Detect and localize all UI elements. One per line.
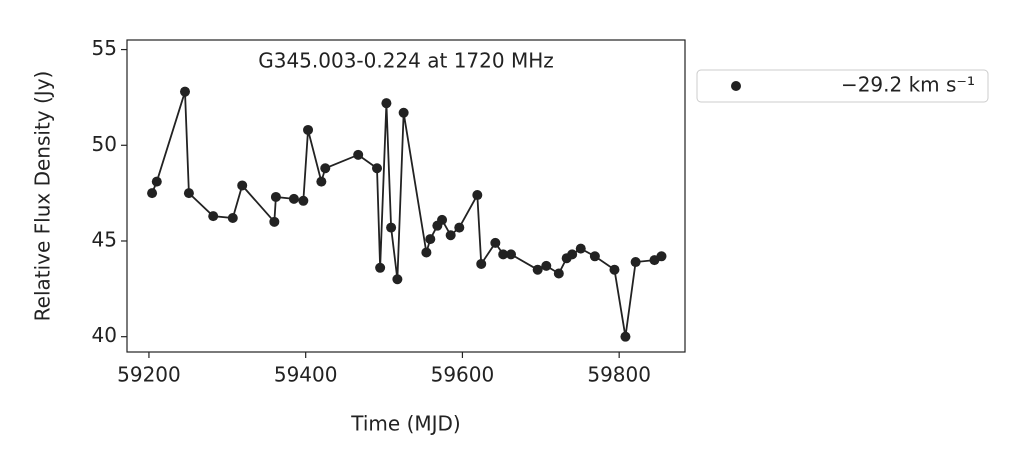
data-point [421, 247, 432, 258]
data-point [445, 230, 456, 241]
data-point [386, 222, 397, 233]
data-point [227, 213, 238, 224]
chart-title: G345.003-0.224 at 1720 MHz [258, 49, 554, 73]
x-tick-label: 59200 [117, 363, 181, 387]
data-point [425, 234, 436, 245]
data-point [609, 264, 620, 275]
data-point [567, 249, 578, 260]
data-point [630, 257, 641, 268]
data-point [269, 216, 280, 227]
data-point [553, 268, 564, 279]
data-point [372, 163, 383, 174]
data-point [472, 190, 483, 201]
legend-box [696, 69, 989, 103]
data-point [381, 98, 392, 109]
data-point [353, 149, 364, 160]
series-line [151, 91, 662, 337]
data-point [179, 86, 190, 97]
data-point [147, 188, 158, 199]
data-point [620, 331, 631, 342]
data-point [656, 251, 667, 262]
data-point [208, 211, 219, 222]
x-tick-label: 59600 [431, 363, 495, 387]
data-point [392, 274, 403, 285]
data-point [532, 264, 543, 275]
data-point [437, 214, 448, 225]
data-point [375, 262, 386, 273]
y-tick-label: 50 [92, 132, 117, 156]
data-point [575, 243, 586, 254]
data-point [541, 260, 552, 271]
data-point [454, 222, 465, 233]
data-point [398, 107, 409, 118]
y-tick-label: 55 [92, 36, 117, 60]
data-point [490, 237, 501, 248]
legend-label: −29.2 km s⁻¹ [841, 73, 975, 97]
x-axis-label: Time (MJD) [350, 412, 460, 436]
data-point [320, 163, 331, 174]
x-tick-label: 59400 [274, 363, 338, 387]
legend-marker [731, 81, 741, 91]
data-point [288, 193, 299, 204]
data-point [316, 176, 327, 187]
data-point [183, 188, 194, 199]
data-point [151, 176, 162, 187]
plot-frame [126, 39, 686, 353]
y-tick-label: 40 [92, 323, 117, 347]
data-point [476, 258, 487, 269]
data-point [298, 195, 309, 206]
y-axis-label: Relative Flux Density (Jy) [31, 71, 55, 322]
x-tick-label: 59800 [587, 363, 651, 387]
data-point [589, 251, 600, 262]
data-point [506, 249, 517, 260]
data-point [237, 180, 248, 191]
data-point [303, 124, 314, 135]
data-point [270, 191, 281, 202]
y-tick-label: 45 [92, 227, 117, 251]
data-point [498, 249, 509, 260]
